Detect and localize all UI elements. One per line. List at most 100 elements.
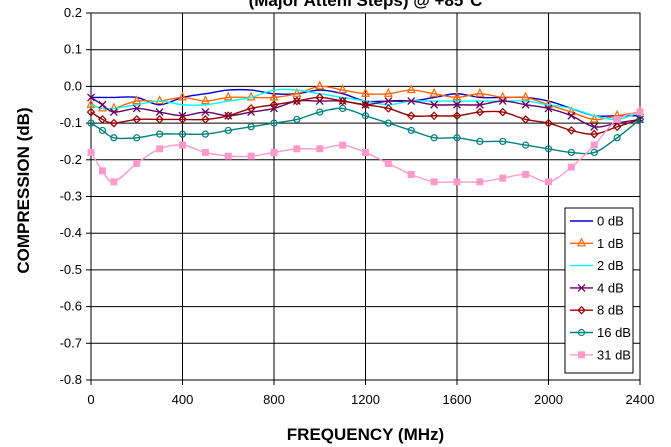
data-point — [475, 100, 484, 109]
data-point — [156, 130, 164, 138]
legend-box — [564, 207, 634, 374]
data-point — [316, 145, 324, 153]
data-point — [521, 91, 531, 101]
data-point — [406, 111, 416, 121]
legend-marker — [577, 237, 586, 247]
data-point — [429, 111, 439, 121]
series-16-db — [87, 104, 644, 157]
data-point — [155, 95, 165, 105]
data-point — [223, 111, 233, 121]
data-point — [521, 115, 530, 124]
x-tick-label: 1200 — [351, 392, 380, 407]
data-point — [86, 107, 96, 117]
series-line-8-db — [90, 96, 641, 135]
marker-stroke — [475, 100, 484, 109]
data-point — [201, 130, 209, 138]
data-point — [429, 87, 439, 97]
x-tick-label: 2000 — [534, 392, 563, 407]
data-point — [361, 100, 370, 110]
y-axis-label: COMPRESSION (dB) — [14, 107, 33, 273]
data-point — [361, 87, 370, 97]
y-tick-label: -0.3 — [60, 189, 82, 204]
y-tick-label: 0.1 — [64, 42, 82, 57]
y-tick-label: -0.2 — [60, 152, 82, 167]
data-point — [384, 119, 392, 127]
data-point — [133, 134, 141, 142]
data-point — [430, 178, 438, 186]
data-point — [567, 163, 575, 171]
data-point — [269, 91, 279, 101]
data-point — [545, 178, 552, 186]
data-point — [384, 97, 393, 106]
data-point — [636, 115, 644, 124]
y-tick-label: -0.7 — [60, 335, 82, 350]
legend-label: 4 dB — [597, 280, 624, 295]
legend-marker — [577, 305, 586, 315]
data-point — [339, 104, 347, 113]
data-point — [132, 95, 142, 105]
legend-label: 16 dB — [597, 325, 631, 340]
legend-marker — [578, 351, 585, 359]
marker-stroke — [577, 283, 586, 292]
legend-item-31-db: 31 dB — [570, 347, 631, 362]
marker-stroke — [544, 104, 553, 113]
data-point — [178, 91, 187, 101]
data-point — [155, 115, 164, 124]
data-point — [521, 100, 530, 109]
series-0-db — [91, 88, 640, 117]
data-point — [522, 141, 530, 149]
data-point — [453, 178, 461, 186]
data-point — [339, 141, 347, 149]
legend-marker — [577, 283, 586, 292]
data-point — [383, 87, 393, 97]
data-point — [98, 115, 107, 124]
data-point — [201, 148, 209, 156]
series-line-0-db — [91, 88, 640, 117]
y-tick-label: -0.8 — [60, 372, 82, 387]
data-point — [407, 97, 416, 106]
legend-item-2-db: 2 dB — [570, 258, 624, 273]
marker-stroke — [201, 108, 210, 117]
data-point — [567, 148, 575, 157]
data-point — [498, 97, 507, 106]
data-point — [452, 111, 462, 121]
data-point — [178, 130, 187, 138]
legend-item-1-db: 1 dB — [570, 236, 624, 251]
data-point — [224, 152, 232, 160]
data-point — [407, 126, 415, 135]
data-point — [453, 100, 461, 109]
x-tick-label: 0 — [87, 392, 94, 407]
y-axis-ticks: 0.2 0.1 0.0 -0.1 -0.2 -0.3 -0.4 -0.5 -0.6 -0.7 -0.… — [60, 5, 91, 387]
data-point — [590, 122, 599, 131]
data-point — [269, 100, 279, 110]
marker-stroke — [407, 97, 416, 106]
legend-item-0-db: 0 dB — [570, 214, 624, 229]
marker-stroke — [87, 93, 95, 102]
data-point — [613, 115, 621, 123]
marker-stroke — [498, 97, 507, 106]
data-point — [407, 170, 415, 178]
data-point — [132, 104, 141, 113]
marker-stroke — [453, 100, 461, 109]
data-point — [498, 107, 508, 117]
data-point — [292, 87, 302, 97]
data-point — [201, 108, 210, 117]
data-point — [338, 84, 348, 94]
legend: 0 dB 1 dB 2 dB 4 dB 8 dB 16 dB 31 dB — [564, 207, 634, 374]
x-tick-label: 1600 — [443, 392, 472, 407]
legend-label: 31 dB — [597, 347, 631, 362]
data-point — [567, 126, 576, 135]
data-point — [566, 106, 576, 116]
data-point — [109, 118, 119, 128]
y-tick-label: -0.4 — [60, 225, 82, 240]
data-point — [475, 107, 485, 117]
data-point — [544, 104, 553, 113]
y-tick-label: -0.1 — [60, 115, 82, 130]
data-point — [293, 145, 301, 153]
data-point — [316, 108, 324, 116]
data-point — [201, 115, 210, 124]
data-point — [430, 100, 439, 109]
series-31-db — [87, 108, 644, 186]
data-point — [315, 80, 325, 90]
